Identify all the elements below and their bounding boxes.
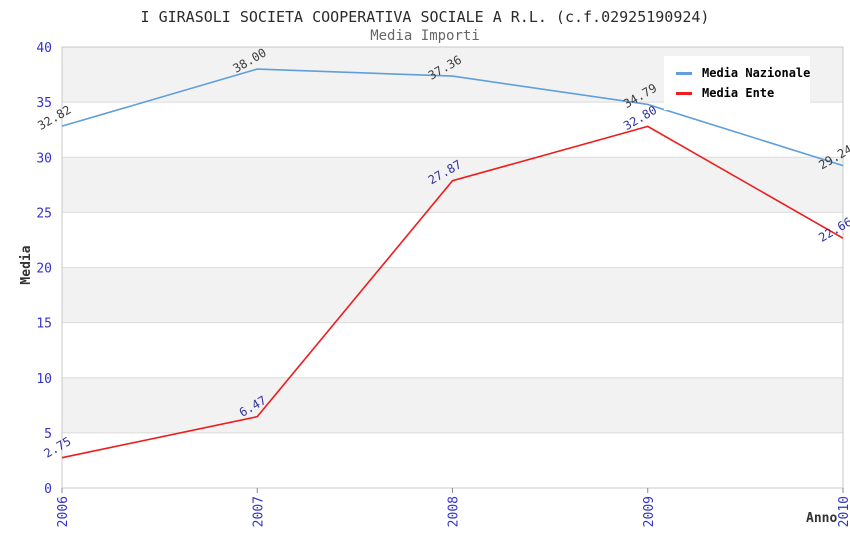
legend-label-nazionale: Media Nazionale [702,66,811,80]
legend-line-swatch-nazionale [676,71,692,75]
y-tick-label: 15 [36,317,52,332]
legend-item-media-nazionale: Media Nazionale [676,63,810,83]
x-tick-label: 2010 [837,496,850,527]
chart-title: I GIRASOLI SOCIETA COOPERATIVA SOCIALE A… [140,8,710,26]
legend-line-swatch-ente [676,91,692,95]
x-axis-title: Anno [806,511,838,526]
legend-item-media-ente: Media Ente [676,83,800,103]
y-axis-title: Media [19,245,34,285]
y-tick-label: 5 [44,427,52,442]
x-tick-label: 2008 [447,496,462,527]
y-tick-label: 20 [36,262,52,277]
y-tick-label: 30 [36,151,52,166]
y-tick-label: 0 [44,482,52,497]
series-line-media-nazionale [61,68,844,167]
x-tick-label: 2009 [642,496,657,527]
x-tick-label: 2006 [56,496,71,527]
legend-label-ente: Media Ente [702,86,775,100]
plot-band [62,432,843,488]
plot-band [62,322,843,378]
x-tick-label: 2007 [251,496,266,527]
plot-band [62,267,843,323]
plot-band [62,377,843,433]
plot-band [62,157,843,213]
y-tick-label: 40 [36,41,52,56]
plot-band [62,212,843,268]
y-tick-label: 35 [36,96,52,111]
chart-subtitle: Media Importi [370,28,480,44]
y-tick-label: 10 [36,372,52,387]
y-tick-label: 25 [36,206,52,221]
series-line-media-ente [61,125,844,459]
plot-band [62,102,843,158]
legend: Media Nazionale Media Ente [664,56,810,110]
